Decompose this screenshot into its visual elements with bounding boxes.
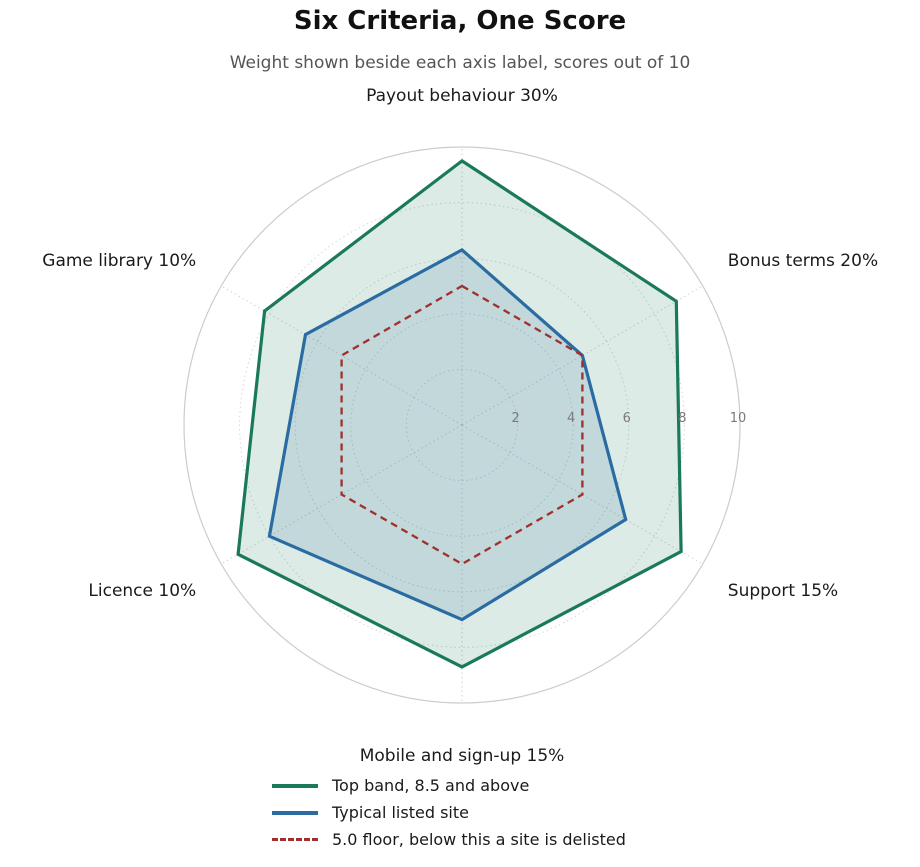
axis-label: Game library 10% (42, 251, 196, 271)
radar-series (236, 158, 683, 669)
chart-title: Six Criteria, One Score (293, 6, 627, 36)
grid-spoke (220, 285, 463, 426)
series-1-line (236, 158, 683, 669)
legend: Top band, 8.5 and above Typical listed si… (272, 772, 626, 853)
axis-label: Bonus terms 20% (728, 251, 878, 271)
legend-item: Typical listed site (272, 799, 626, 826)
legend-label: 5.0 floor, below this a site is delisted (332, 830, 626, 849)
series-2-area (269, 249, 626, 620)
legend-item: Top band, 8.5 and above (272, 772, 626, 799)
axis-labels: Payout behaviour 30% Bonus terms 20% Suppo… (42, 86, 878, 766)
axis-label: Payout behaviour 30% (366, 86, 558, 106)
grid-spoke (461, 424, 704, 565)
grid-ring (239, 202, 685, 648)
series-2-line (267, 247, 628, 622)
legend-swatch (272, 810, 318, 815)
chart-subtitle: Weight shown beside each axis label, sco… (229, 53, 691, 73)
legend-label: Typical listed site (332, 803, 469, 822)
radar-grid (183, 146, 741, 704)
grid-ring (350, 313, 574, 537)
grid-ring (405, 368, 519, 482)
radial-tick-label: 2 (511, 411, 519, 426)
radial-tick-label: 8 (678, 411, 686, 426)
series-1-area (238, 160, 682, 667)
axis-label: Mobile and sign-up 15% (360, 746, 565, 766)
axis-label: Licence 10% (88, 581, 196, 601)
radial-ticks: 2 4 6 8 10 (511, 411, 746, 426)
legend-swatch (272, 783, 318, 788)
legend-label: Top band, 8.5 and above (332, 776, 530, 795)
legend-swatch (272, 838, 318, 841)
grid-ring (183, 146, 741, 704)
radial-tick-label: 4 (567, 411, 575, 426)
radial-tick-label: 10 (730, 411, 747, 426)
grid-spoke (461, 285, 704, 426)
axis-label: Support 15% (728, 581, 838, 601)
legend-item: 5.0 floor, below this a site is delisted (272, 826, 626, 853)
radial-tick-label: 6 (623, 411, 631, 426)
grid-spoke (220, 424, 463, 565)
